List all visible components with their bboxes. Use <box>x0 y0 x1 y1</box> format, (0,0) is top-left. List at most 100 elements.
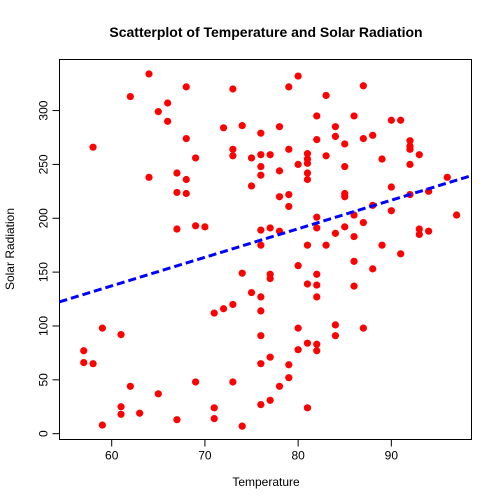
data-point <box>257 307 265 315</box>
data-point <box>247 288 256 297</box>
data-point <box>275 193 284 201</box>
data-point <box>378 241 386 249</box>
data-point <box>266 353 274 361</box>
data-point <box>173 188 181 197</box>
data-point <box>303 175 312 184</box>
data-point <box>313 293 321 301</box>
data-point <box>303 241 312 249</box>
data-point <box>452 211 461 219</box>
data-point <box>257 293 265 301</box>
data-point <box>98 421 106 429</box>
data-point <box>341 189 349 198</box>
data-point <box>359 324 367 332</box>
data-point <box>313 281 321 289</box>
data-point <box>425 227 433 235</box>
x-tick-label: 90 <box>385 449 399 463</box>
data-point <box>313 136 321 144</box>
data-point <box>117 410 125 418</box>
data-point <box>229 152 237 160</box>
y-tick-label: 300 <box>37 100 51 120</box>
data-point <box>238 122 246 130</box>
data-point <box>117 330 125 339</box>
data-point <box>126 92 134 101</box>
data-point <box>210 415 218 423</box>
data-point <box>98 324 106 332</box>
data-point <box>238 269 246 277</box>
regression-line <box>59 174 472 304</box>
data-point <box>219 305 228 313</box>
data-point <box>182 175 190 184</box>
data-point <box>173 416 181 424</box>
data-point <box>294 346 302 354</box>
data-point <box>145 70 153 78</box>
data-point <box>303 280 312 288</box>
data-point <box>229 300 237 309</box>
data-point <box>257 241 265 249</box>
x-tick-label: 80 <box>291 449 305 463</box>
data-point <box>322 241 330 249</box>
data-point <box>257 401 265 409</box>
data-point <box>350 112 358 120</box>
data-point <box>285 83 293 91</box>
data-point <box>257 162 265 171</box>
data-point <box>397 116 405 124</box>
data-point <box>266 151 274 159</box>
data-point <box>229 145 237 153</box>
data-point <box>229 85 237 93</box>
y-axis-label: Solar Radiation <box>3 208 17 290</box>
data-point <box>294 262 302 270</box>
data-point <box>89 360 97 368</box>
data-point <box>285 374 293 382</box>
data-point <box>350 257 358 265</box>
data-point <box>387 116 395 124</box>
data-point <box>266 224 274 232</box>
data-point <box>285 190 293 199</box>
data-point <box>285 145 293 153</box>
data-point <box>89 143 97 151</box>
data-point <box>322 91 330 100</box>
chart-title: Scatterplot of Temperature and Solar Rad… <box>109 24 422 40</box>
data-point <box>303 404 312 412</box>
data-point <box>350 232 358 241</box>
data-point <box>387 183 395 191</box>
data-point <box>387 207 395 215</box>
data-point <box>229 378 237 386</box>
data-point <box>266 270 274 278</box>
data-point <box>331 123 340 131</box>
data-point <box>313 347 321 355</box>
data-point <box>182 83 190 91</box>
y-tick-label: 150 <box>37 262 51 282</box>
data-point <box>266 396 274 404</box>
data-point <box>331 229 340 237</box>
data-point <box>210 309 218 317</box>
data-point <box>257 226 265 234</box>
data-point <box>406 137 414 145</box>
data-point <box>350 282 358 290</box>
data-point <box>191 222 200 230</box>
x-tick-label: 70 <box>198 449 212 463</box>
data-point <box>191 378 200 386</box>
data-point <box>275 123 284 131</box>
data-point <box>415 225 423 233</box>
y-tick-label: 50 <box>37 373 51 387</box>
data-point <box>443 173 451 181</box>
data-point <box>275 167 284 175</box>
data-point <box>294 72 302 80</box>
data-point <box>341 162 349 171</box>
data-point <box>341 223 349 231</box>
data-point <box>238 422 246 430</box>
data-point <box>164 99 172 107</box>
data-point <box>341 140 349 148</box>
y-tick-label: 250 <box>37 154 51 174</box>
data-point <box>80 358 88 367</box>
data-point <box>303 169 312 177</box>
data-point <box>201 223 209 231</box>
data-point <box>294 324 302 332</box>
data-point <box>285 361 293 369</box>
y-axis: 0 50 100 150 200 250 300 <box>37 100 60 437</box>
data-point <box>369 131 377 139</box>
data-point <box>275 382 284 390</box>
data-point <box>257 129 265 137</box>
data-point <box>173 225 181 233</box>
data-point <box>313 270 321 278</box>
